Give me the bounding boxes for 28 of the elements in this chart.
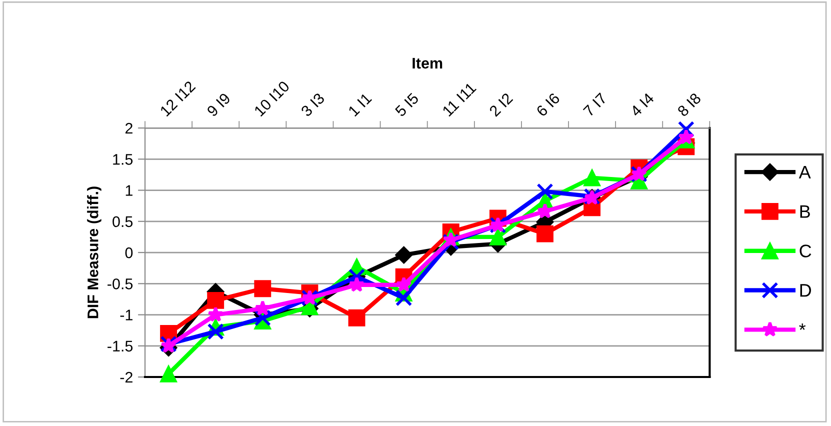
x-tick-label: 10 I10 (254, 80, 290, 117)
x-tick-label: 12 I12 (160, 80, 196, 117)
y-tick-label: -0.5 (108, 278, 133, 290)
x-tick-label: 8 I8 (676, 92, 702, 118)
x-tick-label: 6 I6 (536, 92, 560, 117)
y-axis-title: DIF Measure (diff.) (87, 186, 102, 318)
x-axis-title: Item (412, 58, 442, 69)
legend-label: C (800, 244, 812, 258)
y-tick-label: 2 (125, 122, 132, 134)
x-tick-label: 9 I9 (206, 92, 231, 118)
x-tick-label: 4 I4 (630, 92, 655, 118)
y-tick-label: -2 (120, 372, 132, 383)
y-tick-label: 1.5 (113, 154, 133, 165)
legend-label: D (800, 284, 812, 297)
x-tick-label: 11 I11 (442, 82, 477, 117)
y-tick-label: 1 (126, 185, 132, 196)
x-tick-label: 7 I7 (582, 92, 608, 117)
y-tick-label: -1.5 (108, 340, 133, 352)
y-tick-label: 0.5 (112, 216, 133, 228)
y-tick-label: -1 (120, 310, 132, 320)
y-tick-label: 0 (125, 247, 133, 258)
legend-label: A (798, 166, 811, 178)
x-tick-label: 2 I2 (488, 92, 514, 117)
legend-label: B (800, 205, 810, 218)
x-tick-label: 5 I5 (394, 92, 420, 118)
legend-label: * (799, 324, 806, 330)
x-tick-label: 3 I3 (300, 92, 326, 118)
x-tick-label: 1 I1 (348, 92, 372, 117)
